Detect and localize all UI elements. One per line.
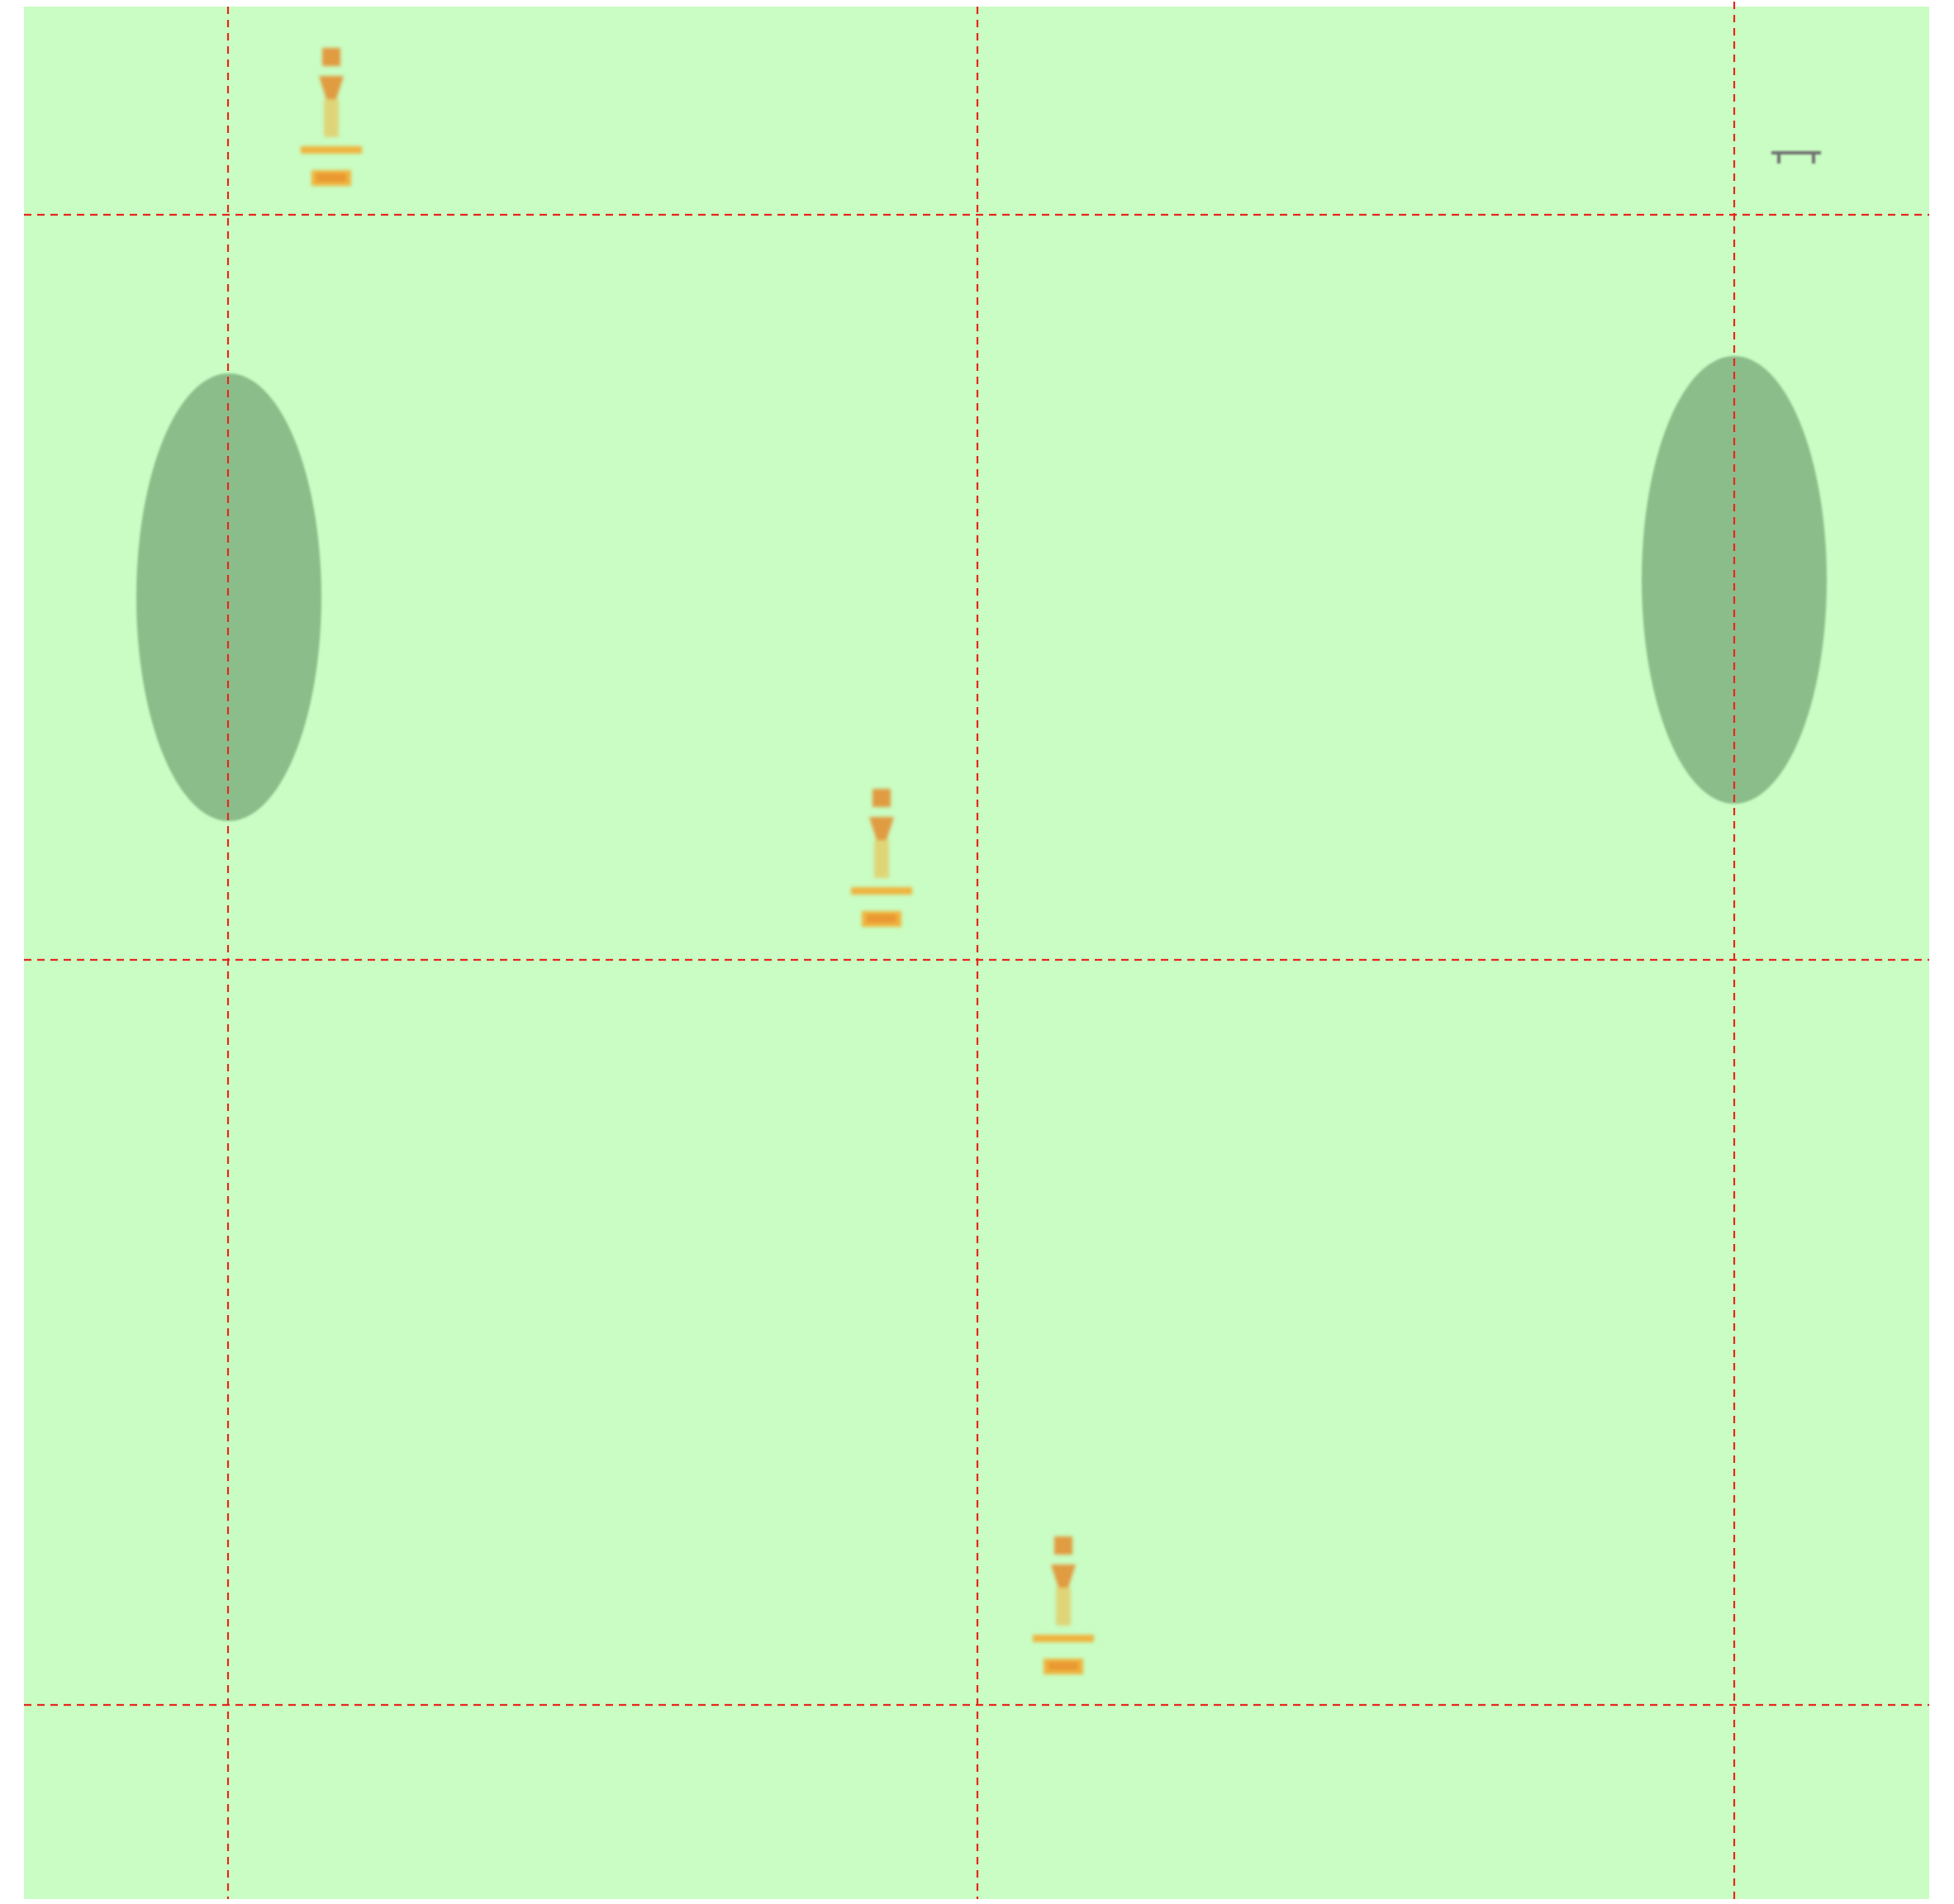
statue-base-detail — [1048, 1662, 1078, 1670]
vegetation-layer — [136, 356, 1827, 821]
bench-leg — [1777, 154, 1780, 164]
statue-head — [322, 48, 340, 66]
statue-body — [874, 840, 889, 878]
bench-icon[interactable] — [1771, 151, 1821, 164]
statue-torso — [869, 817, 894, 840]
statue-body — [1056, 1588, 1071, 1626]
statue-plinth — [1033, 1635, 1094, 1642]
statue-torso — [1051, 1565, 1076, 1588]
bench-seat — [1771, 151, 1821, 154]
statue-plinth — [851, 887, 912, 895]
map-grid — [24, 2, 1929, 1899]
statue-icon[interactable] — [851, 789, 912, 927]
bench-leg — [1812, 154, 1815, 164]
statue-torso — [319, 76, 344, 99]
statue-base-detail — [867, 914, 896, 923]
statue-layer — [301, 48, 1094, 1674]
shrub-patch — [136, 373, 321, 821]
statue-icon[interactable] — [301, 48, 362, 186]
statue-head — [1054, 1536, 1072, 1555]
statue-head — [872, 789, 891, 807]
statue-base-detail — [316, 173, 346, 182]
shrub-patch — [1642, 356, 1827, 804]
statue-plinth — [301, 146, 362, 154]
statue-body — [324, 99, 339, 137]
statue-icon[interactable] — [1033, 1536, 1094, 1674]
